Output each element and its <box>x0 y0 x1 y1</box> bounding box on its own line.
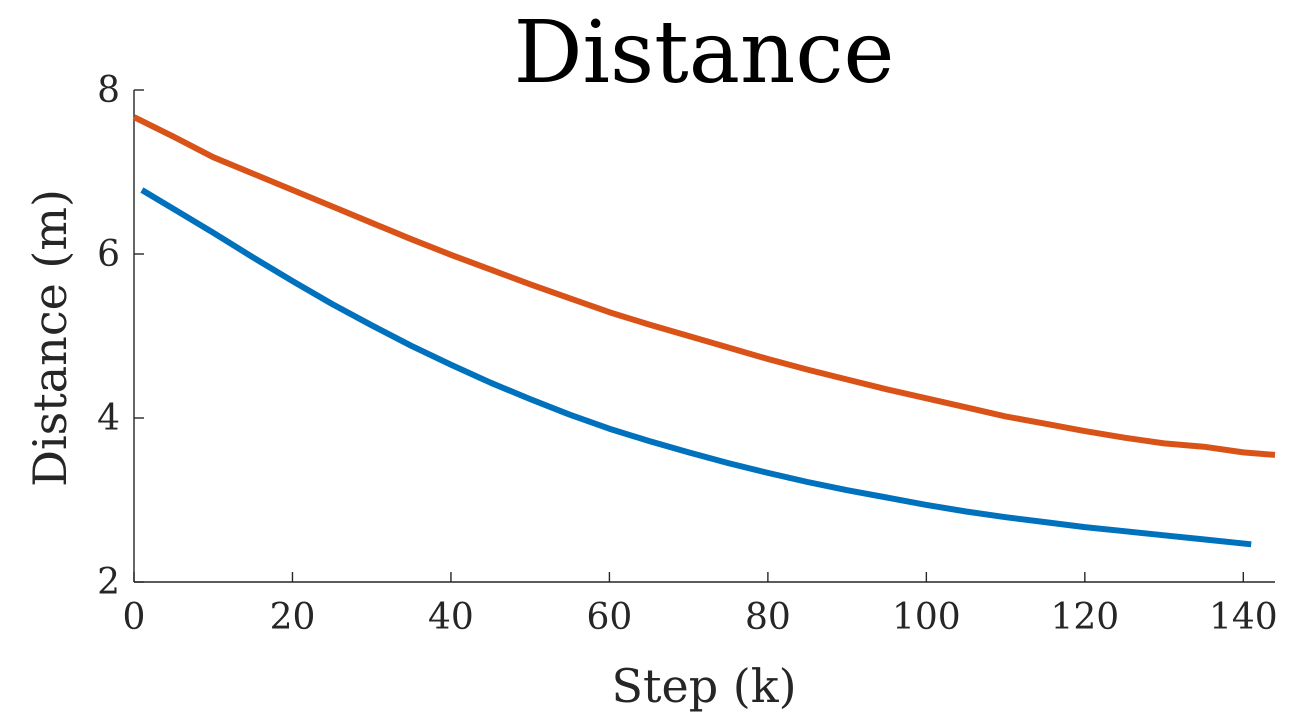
series-2-line <box>132 114 1276 458</box>
series-group <box>132 114 1276 548</box>
y-axis-label: Distance (m) <box>23 189 77 487</box>
axes: 0 20 40 60 80 100 120 140 2 4 6 8 <box>97 70 1278 638</box>
x-axis-label: Step (k) <box>611 659 796 713</box>
chart-title: Distance <box>514 3 895 103</box>
x-tick-label: 80 <box>745 597 791 638</box>
x-tick-label: 40 <box>428 597 474 638</box>
y-tick-label: 4 <box>97 398 120 439</box>
x-tick-label: 0 <box>123 597 146 638</box>
x-tick-label: 20 <box>270 597 316 638</box>
y-tick-label: 8 <box>97 70 120 111</box>
x-tick-label: 60 <box>587 597 633 638</box>
x-tick-label: 140 <box>1209 597 1278 638</box>
x-tick-label: 100 <box>892 597 961 638</box>
series-1-line <box>140 187 1252 548</box>
y-tick-label: 6 <box>97 234 120 275</box>
y-tick-label: 2 <box>97 562 120 603</box>
x-tick-label: 120 <box>1050 597 1119 638</box>
